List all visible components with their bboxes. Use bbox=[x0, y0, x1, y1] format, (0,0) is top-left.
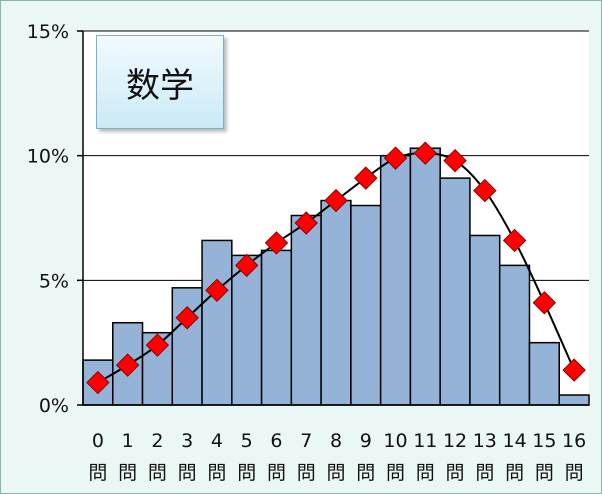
x-tick-unit-1: 問 bbox=[118, 462, 137, 484]
line-point-7 bbox=[294, 211, 318, 235]
x-tick-number-4: 4 bbox=[211, 430, 223, 452]
y-tick-label-2: 10% bbox=[27, 146, 69, 168]
chart-title: 数学 bbox=[96, 35, 224, 129]
bar-10 bbox=[379, 154, 412, 406]
y-tick-label-3: 15% bbox=[27, 21, 69, 43]
line-point-5 bbox=[234, 253, 259, 278]
x-tick-number-5: 5 bbox=[241, 430, 253, 452]
x-tick-unit-10: 問 bbox=[386, 462, 405, 484]
y-tick-labels: 0% 5% 10% 15% bbox=[27, 21, 69, 417]
x-tick-number-15: 15 bbox=[532, 430, 556, 452]
bar-15 bbox=[528, 341, 560, 406]
x-tick-unit-15: 問 bbox=[535, 462, 554, 484]
x-tick-unit-5: 問 bbox=[237, 462, 256, 484]
bar-14 bbox=[498, 264, 531, 406]
line-point-3 bbox=[175, 306, 199, 330]
x-tick-unit-13: 問 bbox=[475, 462, 494, 484]
bar-4 bbox=[201, 239, 233, 406]
line-series bbox=[86, 141, 586, 395]
bar-7 bbox=[290, 214, 322, 406]
line-point-1 bbox=[115, 353, 140, 377]
x-tick-number-11: 11 bbox=[413, 430, 437, 452]
line-point-0 bbox=[86, 370, 110, 395]
x-tick-labels: 0問1問2問3問4問5問6問7問8問9問10問11問12問13問14問15問16… bbox=[88, 430, 586, 484]
x-tick-unit-14: 問 bbox=[505, 462, 524, 484]
bar-12 bbox=[439, 177, 471, 406]
line-point-10 bbox=[383, 146, 408, 170]
x-tick-unit-3: 問 bbox=[178, 462, 197, 484]
x-tick-number-6: 6 bbox=[270, 430, 282, 452]
x-tick-number-2: 2 bbox=[151, 430, 163, 452]
x-tick-number-13: 13 bbox=[473, 430, 497, 452]
x-tick-number-10: 10 bbox=[383, 430, 407, 452]
bar-11 bbox=[409, 147, 441, 406]
line-point-2 bbox=[145, 333, 170, 357]
x-tick-number-7: 7 bbox=[300, 430, 312, 452]
x-tick-unit-4: 問 bbox=[207, 462, 226, 484]
x-tick-unit-16: 問 bbox=[565, 462, 584, 484]
bar-13 bbox=[469, 234, 501, 406]
bar-6 bbox=[260, 249, 293, 406]
line-point-9 bbox=[354, 166, 378, 190]
bar-5 bbox=[231, 254, 263, 406]
line-point-6 bbox=[264, 231, 289, 255]
x-tick-unit-8: 問 bbox=[326, 462, 345, 484]
x-tick-number-3: 3 bbox=[181, 430, 193, 452]
bar-9 bbox=[350, 204, 382, 406]
x-tick-unit-0: 問 bbox=[88, 462, 107, 484]
x-tick-unit-9: 問 bbox=[356, 462, 375, 484]
x-tick-number-9: 9 bbox=[360, 430, 372, 452]
line-point-15 bbox=[532, 291, 557, 315]
x-tick-number-0: 0 bbox=[92, 430, 104, 452]
x-tick-number-8: 8 bbox=[330, 430, 342, 452]
line-point-8 bbox=[324, 188, 348, 213]
x-tick-number-1: 1 bbox=[122, 430, 134, 452]
bar-8 bbox=[320, 199, 352, 406]
line-point-12 bbox=[443, 148, 467, 173]
x-tick-unit-6: 問 bbox=[267, 462, 286, 484]
line-point-14 bbox=[502, 228, 527, 253]
y-tick-label-0: 0% bbox=[39, 395, 69, 417]
x-tick-number-14: 14 bbox=[502, 430, 526, 452]
line-point-4 bbox=[205, 278, 229, 303]
x-tick-unit-11: 問 bbox=[416, 462, 435, 484]
x-tick-unit-7: 問 bbox=[297, 462, 316, 484]
x-tick-number-16: 16 bbox=[562, 430, 586, 452]
line-point-11 bbox=[413, 141, 438, 165]
line-point-16 bbox=[562, 358, 586, 382]
x-tick-unit-12: 問 bbox=[446, 462, 465, 484]
line-point-13 bbox=[473, 178, 497, 203]
bar-3 bbox=[171, 287, 203, 406]
y-tick-label-1: 5% bbox=[39, 270, 69, 292]
bar-16 bbox=[558, 394, 590, 406]
x-tick-unit-2: 問 bbox=[148, 462, 167, 484]
x-tick-number-12: 12 bbox=[443, 430, 467, 452]
axes bbox=[77, 30, 589, 406]
bar-series bbox=[82, 147, 590, 406]
